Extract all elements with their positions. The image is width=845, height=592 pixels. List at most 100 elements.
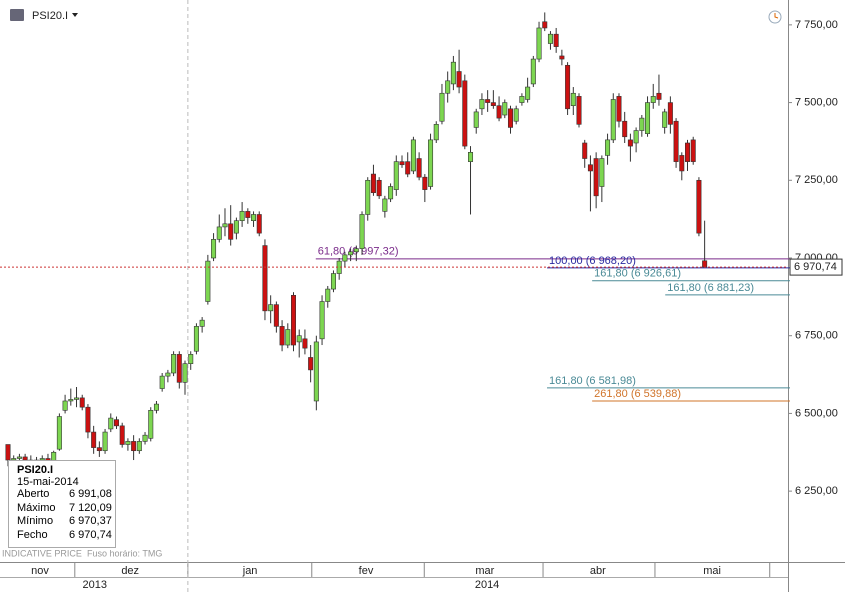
- candle-body: [245, 211, 251, 218]
- candle-body: [279, 326, 285, 346]
- candle-body: [211, 239, 217, 259]
- candle-body: [302, 338, 308, 349]
- candle-body: [627, 139, 633, 147]
- timezone-label: Fuso horário: TMG: [87, 548, 162, 558]
- candle-body: [519, 96, 525, 103]
- candle-body: [188, 354, 194, 364]
- info-key: Aberto: [17, 488, 50, 500]
- candle-body: [633, 130, 639, 144]
- candle-body: [113, 419, 119, 427]
- candle-body: [473, 111, 479, 128]
- info-value: 6 970,74: [69, 528, 112, 541]
- x-tick-label: mar: [475, 565, 494, 577]
- candle-body: [182, 363, 188, 383]
- candle-body: [159, 375, 165, 389]
- y-tick-label: 7 750,00: [795, 19, 838, 31]
- candle-body: [565, 64, 571, 110]
- info-row: Aberto 6 991,08: [17, 488, 115, 502]
- candle-body: [610, 99, 616, 141]
- candle-body: [416, 158, 422, 178]
- candle-body: [136, 441, 142, 452]
- candle-body: [233, 220, 239, 234]
- info-symbol: PSI20.I: [17, 464, 54, 476]
- candle-body: [222, 223, 228, 228]
- info-key: Máximo: [17, 501, 56, 514]
- candle-body: [605, 139, 611, 156]
- y-tick-label: 7 500,00: [795, 96, 838, 108]
- candle-body: [262, 245, 268, 312]
- candle-body: [291, 294, 297, 346]
- candle-body: [433, 124, 439, 141]
- dropdown-arrow[interactable]: [72, 13, 78, 17]
- candle-body: [456, 71, 462, 88]
- candle-body: [490, 102, 496, 106]
- level-label: 100,00 (6 968,20): [549, 255, 636, 267]
- candle-body: [382, 198, 388, 212]
- candle-body: [445, 80, 451, 94]
- info-value: 6 991,08: [69, 488, 112, 500]
- candle-body: [513, 108, 519, 122]
- candle-body: [650, 96, 656, 103]
- candle-body: [673, 120, 679, 162]
- candle-body: [68, 399, 74, 402]
- candle-body: [165, 372, 171, 377]
- plot-area: 61,80 (6 997,32)100,00 (6 968,20)161,80 …: [5, 12, 790, 467]
- info-row: Mínimo 6 970,37: [17, 515, 115, 529]
- year-label: 2013: [83, 579, 107, 591]
- candle-body: [576, 96, 582, 125]
- candle-body: [325, 288, 331, 302]
- candle-body: [393, 161, 399, 190]
- source-label: INDICATIVE PRICE: [2, 548, 82, 558]
- candle-body: [365, 179, 371, 215]
- info-key: Fecho: [17, 528, 48, 541]
- candle-body: [593, 158, 599, 197]
- candle-body: [496, 105, 502, 119]
- candle-body: [559, 55, 565, 60]
- candle-body: [530, 58, 536, 85]
- candle-body: [91, 431, 97, 448]
- info-key: Mínimo: [17, 515, 54, 527]
- y-tick-label: 6 250,00: [795, 485, 838, 497]
- candle-body: [690, 139, 696, 162]
- candle-body: [176, 354, 182, 383]
- info-box: PSI20.I 15-mai-2014 Aberto 6 991,08 Máximo…: [8, 460, 116, 548]
- candle-body: [376, 179, 382, 197]
- last-price-box: [789, 258, 843, 276]
- candle-body: [547, 33, 553, 44]
- candle-body: [199, 319, 205, 327]
- candle-body: [507, 108, 513, 128]
- candle-body: [5, 444, 11, 461]
- info-row: Fecho 6 970,74: [17, 529, 115, 543]
- candle-body: [330, 273, 336, 290]
- candle-body: [679, 155, 685, 172]
- candle-body: [542, 21, 548, 29]
- candle-body: [273, 304, 279, 327]
- candle-body: [62, 400, 68, 411]
- level-label: 261,80 (6 539,88): [594, 388, 681, 400]
- candle-body: [74, 397, 80, 400]
- info-row: Máximo 7 120,09: [17, 502, 115, 516]
- candle-body: [56, 416, 62, 450]
- y-tick-label: 6 750,00: [795, 330, 838, 342]
- candle-body: [153, 403, 159, 411]
- candle-body: [193, 326, 199, 352]
- candle-body: [645, 102, 651, 134]
- candle-body: [587, 164, 593, 172]
- candle-body: [502, 102, 508, 116]
- candle-body: [308, 357, 314, 371]
- candle-body: [553, 33, 559, 47]
- clock-hand: [774, 13, 779, 19]
- candle-body: [479, 99, 485, 110]
- level-label: 161,80 (6 926,61): [594, 268, 681, 280]
- candle-body: [685, 142, 691, 162]
- info-value: 7 120,09: [69, 501, 112, 514]
- candle-body: [342, 254, 348, 262]
- symbol-icon[interactable]: [10, 9, 24, 21]
- candle-body: [251, 214, 257, 221]
- chart-title[interactable]: PSI20.I: [32, 10, 68, 22]
- candle-body: [96, 447, 102, 452]
- candle-body: [450, 61, 456, 85]
- candle-body: [228, 223, 234, 240]
- candle-body: [79, 397, 85, 408]
